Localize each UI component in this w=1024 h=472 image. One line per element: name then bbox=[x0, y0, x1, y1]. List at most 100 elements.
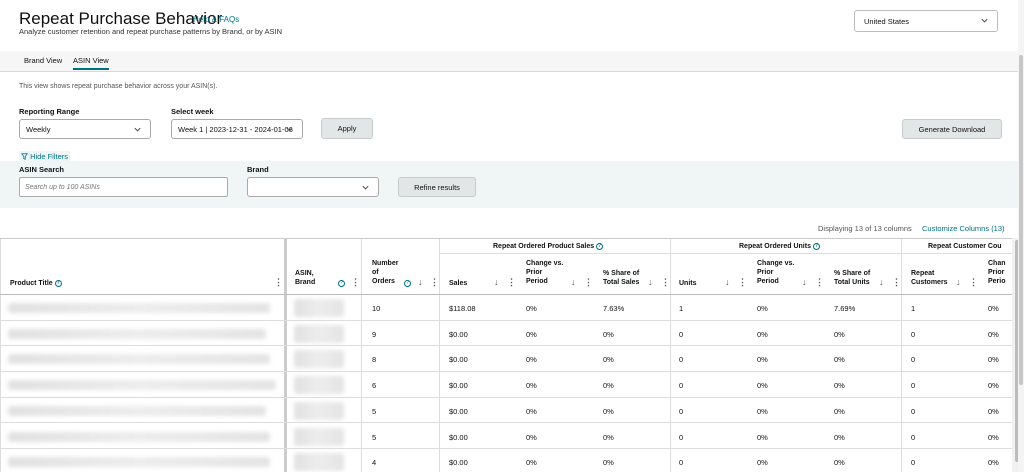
redacted-product-title bbox=[8, 328, 266, 339]
col-customers-change[interactable]: Chan Prior Perio bbox=[988, 260, 1006, 285]
column-menu-icon[interactable]: ⋮ bbox=[351, 277, 360, 287]
cell-units-change: 0% bbox=[757, 329, 768, 339]
cell-units-share: 0% bbox=[834, 355, 845, 365]
cell-sales-change: 0% bbox=[526, 432, 537, 442]
column-menu-icon[interactable]: ⋮ bbox=[738, 277, 747, 287]
apply-button[interactable]: Apply bbox=[321, 118, 373, 139]
col-sales-share[interactable]: % Share of Total Sales bbox=[603, 270, 640, 286]
asin-search-input[interactable] bbox=[19, 177, 228, 197]
brand-select[interactable] bbox=[247, 177, 379, 197]
filter-icon bbox=[20, 153, 29, 160]
column-menu-icon[interactable]: ⋮ bbox=[507, 277, 516, 287]
reporting-range-value: Weekly bbox=[26, 125, 51, 134]
cell-cust-change: 0% bbox=[988, 406, 999, 416]
chevron-down-icon bbox=[286, 127, 293, 132]
row-divider bbox=[0, 422, 1012, 424]
cell-sales: $118.08 bbox=[449, 304, 476, 313]
column-menu-icon[interactable]: ⋮ bbox=[274, 277, 283, 287]
col-units[interactable]: Units bbox=[679, 280, 697, 287]
table-row: 4 $0.00 0% 0% 0 0% 0% 0 0% bbox=[0, 449, 1012, 472]
redacted-product-title bbox=[8, 303, 270, 313]
cell-customers: 1 bbox=[911, 304, 916, 313]
refine-results-button[interactable]: Refine results bbox=[398, 177, 476, 197]
chevron-down-icon bbox=[981, 18, 988, 23]
col-units-share[interactable]: % Share of Total Units bbox=[834, 270, 871, 286]
column-menu-icon[interactable]: ⋮ bbox=[661, 277, 670, 287]
sort-down-icon[interactable]: ↓ bbox=[879, 277, 884, 287]
hide-filters-toggle[interactable]: Hide Filters bbox=[19, 151, 71, 162]
tab-asin-view[interactable]: ASIN View bbox=[73, 56, 109, 70]
sort-down-icon[interactable]: ↓ bbox=[571, 277, 576, 287]
sort-down-icon[interactable]: ↓ bbox=[418, 277, 423, 287]
col-number-of-orders[interactable]: Number of Orders bbox=[372, 260, 399, 285]
column-menu-icon[interactable]: ⋮ bbox=[815, 277, 824, 287]
table-row: 10 $118.08 0% 7.63% 1 0% 7.69% 1 0% bbox=[0, 295, 1012, 321]
chevron-down-icon bbox=[362, 185, 369, 190]
redacted-asin-brand bbox=[294, 299, 344, 317]
cell-orders: 10 bbox=[372, 304, 381, 313]
cell-customers: 0 bbox=[911, 381, 916, 391]
cell-sales-share: 0% bbox=[603, 406, 614, 416]
columns-display-count: Displaying 13 of 13 columns bbox=[818, 224, 912, 233]
col-sales[interactable]: Sales bbox=[449, 280, 468, 287]
cell-units-change: 0% bbox=[757, 406, 768, 416]
country-select[interactable]: United States bbox=[854, 10, 998, 32]
cell-units: 1 bbox=[679, 304, 684, 313]
row-divider bbox=[0, 319, 1012, 321]
info-icon: ? bbox=[404, 280, 411, 287]
cell-orders: 5 bbox=[372, 406, 377, 416]
cell-sales: $0.00 bbox=[449, 355, 468, 365]
sort-down-icon[interactable]: ↓ bbox=[802, 277, 807, 287]
cell-units-change: 0% bbox=[757, 304, 768, 313]
cell-orders: 4 bbox=[372, 458, 377, 468]
col-repeat-customers[interactable]: Repeat Customers bbox=[911, 270, 948, 286]
cell-sales-share: 0% bbox=[603, 458, 614, 468]
col-units-change[interactable]: Change vs. Prior Period bbox=[757, 260, 795, 285]
cell-units-share: 0% bbox=[834, 406, 845, 416]
generate-download-button[interactable]: Generate Download bbox=[902, 119, 1002, 139]
cell-cust-change: 0% bbox=[988, 304, 999, 313]
cell-cust-change: 0% bbox=[988, 329, 999, 339]
table-row: 9 $0.00 0% 0% 0 0% 0% 0 0% bbox=[0, 321, 1012, 347]
cell-orders: 5 bbox=[372, 432, 377, 442]
select-week-select[interactable]: Week 1 | 2023-12-31 - 2024-01-06 bbox=[171, 119, 303, 139]
cell-sales-change: 0% bbox=[526, 304, 537, 313]
col-divider bbox=[361, 239, 362, 472]
sort-down-icon[interactable]: ↓ bbox=[956, 277, 961, 287]
row-divider bbox=[0, 396, 1012, 398]
col-product-title[interactable]: Product Title ? bbox=[10, 279, 62, 287]
col-divider bbox=[0, 239, 1, 472]
cell-orders: 6 bbox=[372, 381, 377, 391]
col-sales-change[interactable]: Change vs. Prior Period bbox=[526, 260, 564, 285]
header-bottom bbox=[0, 294, 1012, 295]
info-icon: ? bbox=[596, 242, 604, 250]
redacted-asin-brand bbox=[294, 401, 344, 420]
column-menu-icon[interactable]: ⋮ bbox=[430, 277, 439, 287]
table-row: 6 $0.00 0% 0% 0 0% 0% 0 0% bbox=[0, 372, 1012, 398]
country-value: United States bbox=[864, 17, 910, 26]
tab-brand-view[interactable]: Brand View bbox=[24, 56, 63, 65]
reporting-range-select[interactable]: Weekly bbox=[19, 119, 151, 139]
sort-down-icon[interactable]: ↓ bbox=[725, 277, 730, 287]
redacted-product-title bbox=[8, 380, 276, 391]
row-divider bbox=[0, 371, 1012, 373]
column-menu-icon[interactable]: ⋮ bbox=[969, 277, 978, 287]
header-divider bbox=[440, 253, 1012, 254]
cell-sales: $0.00 bbox=[449, 329, 468, 339]
cell-units-change: 0% bbox=[757, 381, 768, 391]
table-scrollbar-thumb[interactable] bbox=[1015, 240, 1019, 462]
select-week-value: Week 1 | 2023-12-31 - 2024-01-06 bbox=[178, 125, 293, 134]
help-link[interactable]: Help & FAQs bbox=[193, 15, 240, 24]
column-menu-icon[interactable]: ⋮ bbox=[892, 277, 901, 287]
cell-units-change: 0% bbox=[757, 458, 768, 468]
sort-down-icon[interactable]: ↓ bbox=[494, 277, 499, 287]
cell-units: 0 bbox=[679, 355, 684, 365]
cell-units-change: 0% bbox=[757, 355, 768, 365]
col-asin-brand[interactable]: ASIN, Brand bbox=[295, 270, 316, 286]
customize-columns-link[interactable]: Customize Columns (13) bbox=[922, 224, 1005, 233]
page-scrollbar-thumb[interactable] bbox=[1019, 55, 1023, 385]
cell-cust-change: 0% bbox=[988, 355, 999, 365]
cell-units: 0 bbox=[679, 458, 684, 468]
column-menu-icon[interactable]: ⋮ bbox=[584, 277, 593, 287]
sort-down-icon[interactable]: ↓ bbox=[648, 277, 653, 287]
